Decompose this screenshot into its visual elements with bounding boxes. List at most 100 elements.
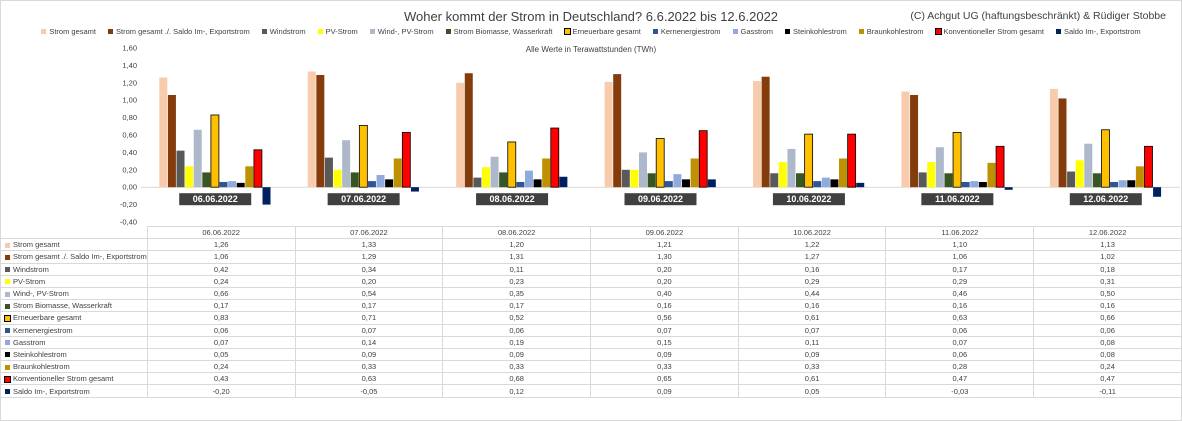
table-row-label: Strom Biomasse, Wasserkraft (0, 299, 148, 313)
table-cell: 0,06 (885, 347, 1035, 362)
legend-label: Strom Biomasse, Wasserkraft (453, 27, 553, 36)
table-cell: 0,05 (737, 384, 887, 398)
table-row-label: Kernenergiestrom (0, 323, 148, 337)
legend-swatch (445, 29, 451, 34)
legend-label: Braunkohlestrom (866, 27, 924, 36)
bar (559, 176, 568, 188)
table-row-label: Erneuerbare gesamt (0, 311, 148, 325)
category-label-box (1069, 193, 1142, 206)
bar (342, 140, 351, 188)
table-cell: 0,16 (1033, 299, 1182, 313)
legend-swatch (369, 29, 375, 34)
bar (393, 158, 402, 188)
table-cell: 0,20 (294, 274, 444, 288)
bar (839, 158, 848, 188)
legend-label: PV-Strom (325, 27, 358, 36)
bar (1092, 173, 1101, 188)
table-row: Windstrom 0,42 0,34 0,11 0,20 0,16 0,17 0,18 (0, 262, 1182, 276)
row-name: Konventioneller Strom gesamt (13, 374, 114, 384)
category-label-box (624, 193, 697, 206)
table-cell: 0,23 (442, 274, 591, 288)
table-cell: 0,09 (294, 347, 444, 362)
category-label-box (179, 193, 252, 206)
bar (1135, 166, 1144, 188)
table-cell: 0,35 (442, 286, 591, 301)
table-row-label: Steinkohlestrom (0, 347, 148, 362)
bar (847, 133, 857, 188)
bar (1084, 143, 1093, 188)
legend-item: Erneuerbare gesamt (563, 27, 641, 36)
bar (778, 161, 787, 188)
bar (159, 77, 168, 188)
table-row-label: Gasstrom (0, 335, 148, 349)
table-cell: 0,83 (146, 311, 296, 325)
table-cell: 1,30 (590, 250, 739, 264)
table-row-label: Windstrom (0, 262, 148, 276)
table-cell: 0,33 (590, 360, 739, 374)
row-name: Strom gesamt ./. Saldo Im-, Exportstrom (13, 252, 147, 262)
table-row-label: Strom gesamt (0, 238, 148, 252)
table-row-label: Konventioneller Strom gesamt (0, 372, 148, 386)
table-cell: 0,07 (885, 335, 1035, 349)
table-cell: 1,02 (1033, 250, 1182, 264)
bar (167, 94, 176, 188)
bar (410, 187, 419, 192)
bar (253, 149, 263, 188)
category-label: 09.06.2022 (638, 194, 683, 204)
table-cell: 0,24 (146, 274, 296, 288)
table-cell: 0,16 (590, 299, 739, 313)
legend-label: Strom gesamt ./. Saldo Im-, Exportstrom (116, 27, 250, 36)
y-tick-label: 0,60 (122, 131, 137, 140)
table-cell: 0,66 (1033, 311, 1182, 325)
table-cell: 0,06 (146, 323, 296, 337)
bar (787, 148, 796, 188)
table-cell: 0,19 (442, 335, 591, 349)
bar (210, 114, 220, 188)
legend-swatch (785, 29, 791, 34)
bar (456, 82, 465, 188)
legend-label: Strom gesamt (49, 27, 96, 36)
bar (367, 181, 376, 188)
bar (682, 179, 690, 188)
table-row: Braunkohlestrom 0,24 0,33 0,33 0,33 0,33 0,28 0… (0, 360, 1182, 374)
row-swatch (5, 389, 10, 395)
legend-item: Wind-, PV-Strom (369, 27, 434, 36)
row-swatch (5, 291, 10, 297)
bar (1110, 181, 1119, 188)
row-swatch (5, 279, 10, 285)
row-swatch (5, 242, 10, 248)
bar (927, 161, 936, 188)
table-cell: -0,03 (885, 384, 1035, 398)
table-cell: 0,09 (442, 347, 591, 362)
bar (473, 177, 482, 188)
table-cell: 0,65 (590, 372, 739, 386)
table-cell: -0,05 (294, 384, 444, 398)
table-cell: 0,17 (442, 299, 591, 313)
category-label-box (327, 193, 400, 206)
legend-label: Wind-, PV-Strom (377, 27, 434, 36)
legend-swatch (108, 29, 113, 34)
table-cell: 0,31 (1033, 274, 1182, 288)
legend-item: Strom gesamt (41, 27, 96, 36)
bar (604, 81, 613, 188)
table-cell: 1,20 (442, 238, 591, 252)
table-row: Saldo Im-, Exportstrom -0,20 -0,05 0,12 0,09… (0, 384, 1182, 398)
table-cell: 0,52 (442, 311, 591, 325)
bar (796, 173, 805, 188)
bar (1144, 145, 1153, 188)
bar (935, 147, 944, 188)
data-table: 06.06.2022 07.06.2022 08.06.2022 09.06.2022… (0, 225, 1182, 398)
table-cell: 0,33 (737, 360, 887, 374)
legend-item: Windstrom (261, 27, 306, 36)
category-label: 10.06.2022 (786, 194, 831, 204)
table-column-header: 06.06.2022 (146, 225, 296, 240)
table-cell: 0,07 (294, 323, 444, 337)
table-row-label: Wind-, PV-Strom (0, 286, 148, 301)
legend-item: Gasstrom (732, 27, 773, 36)
bar (970, 181, 979, 188)
legend-item: Konventioneller Strom gesamt (934, 27, 1044, 36)
bar (995, 145, 1005, 188)
copyright-note: (C) Achgut UG (haftungsbeschränkt) & Rüd… (910, 10, 1166, 22)
table-row: PV-Strom 0,24 0,20 0,23 0,20 0,29 0,29 0,31 (0, 274, 1182, 288)
y-tick-label: 1,00 (122, 96, 137, 105)
